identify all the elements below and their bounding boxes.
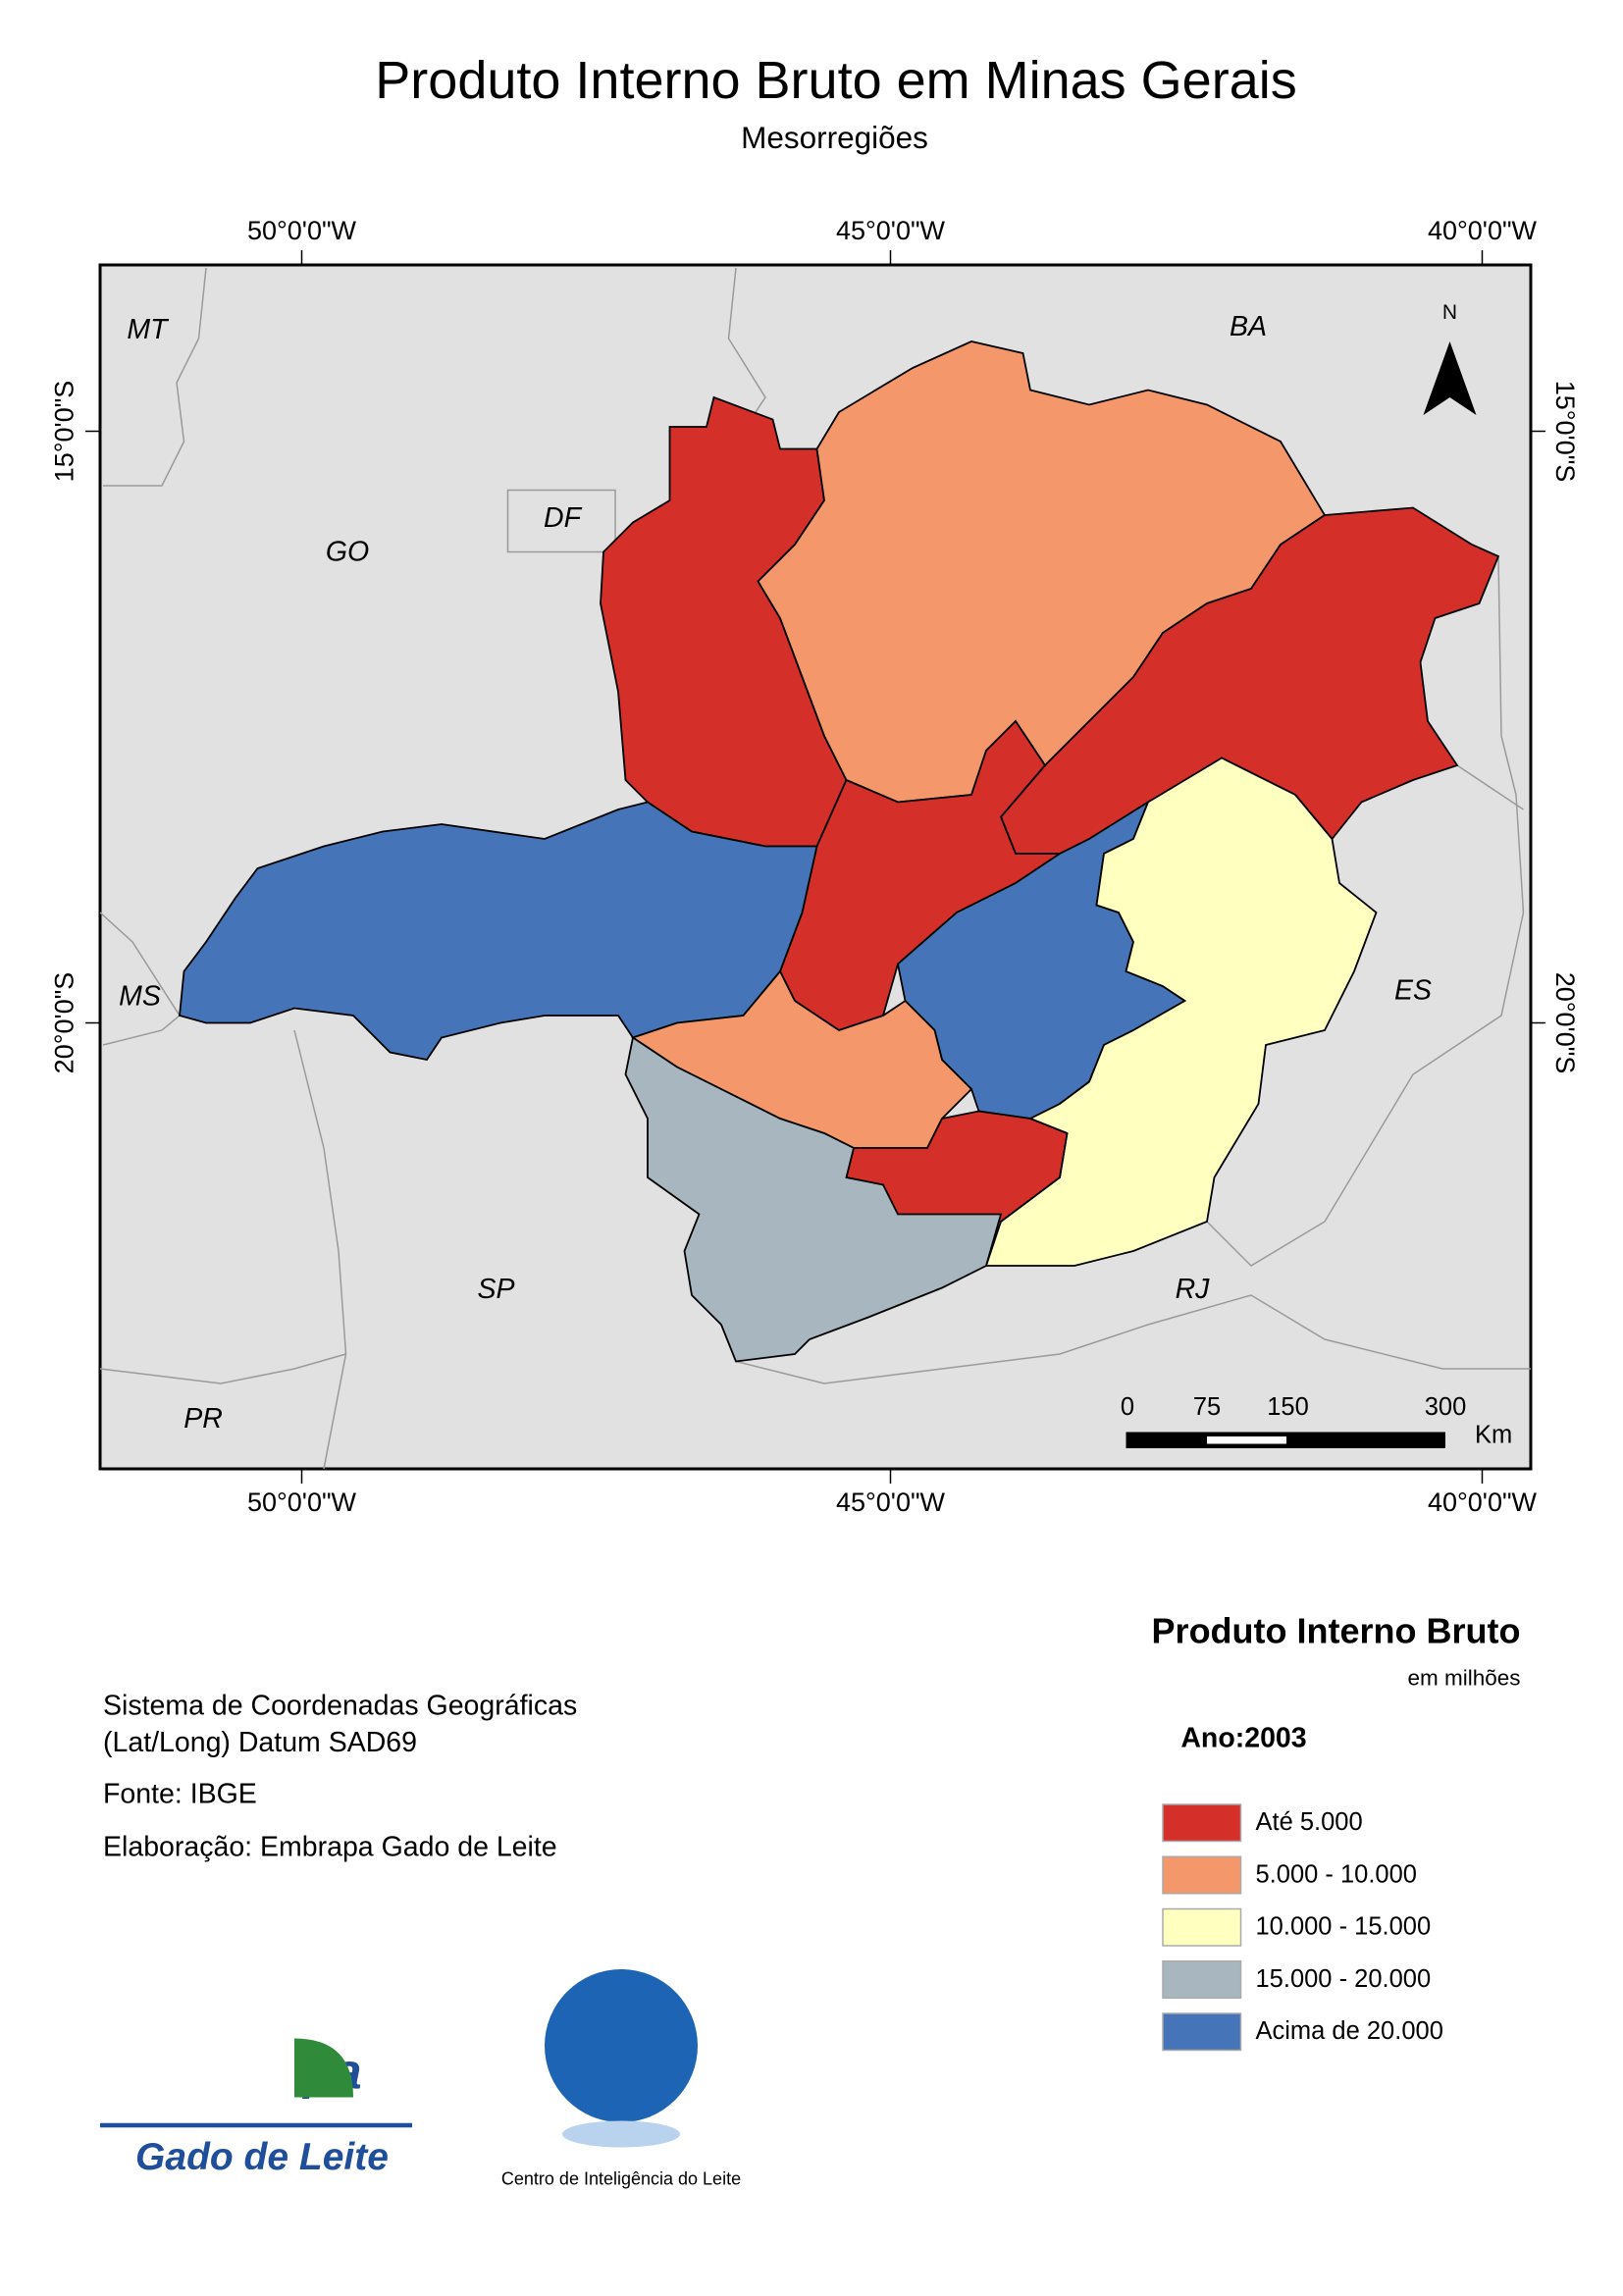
right-coordinate: 15°0'0"S [1550, 381, 1580, 483]
scale-unit: Km [1475, 1422, 1512, 1449]
legend-swatch [1162, 1907, 1242, 1947]
labels: Produto Interno Bruto em Minas Gerais Mes… [50, 51, 1580, 2188]
bottom-coordinate: 50°0'0"W [247, 1487, 357, 1517]
state-label: ES [1394, 975, 1432, 1007]
top-coordinate: 45°0'0"W [836, 216, 946, 245]
left-coordinate: 15°0'0"S [50, 381, 79, 483]
title: Produto Interno Bruto em Minas Gerais [375, 51, 1296, 110]
legend-year: Ano:2003 [1180, 1723, 1306, 1754]
legend-label: 5.000 - 10.000 [1256, 1860, 1417, 1888]
cileite-shadow [562, 2120, 680, 2148]
legend-swatch [1162, 1803, 1242, 1843]
state-label: MT [127, 314, 170, 345]
legend-swatch [1162, 1960, 1242, 1999]
note: Fonte: IBGE [103, 1779, 257, 1810]
region [179, 801, 818, 1062]
state-label: MS [119, 981, 161, 1013]
state-label: RJ [1176, 1274, 1211, 1305]
left-coordinate: 20°0'0"S [50, 972, 79, 1074]
state-label: PR [183, 1403, 223, 1435]
cileite-circle [545, 1969, 698, 2122]
legend-subtitle: em milhões [1407, 1665, 1520, 1690]
legend-label: 15.000 - 20.000 [1256, 1965, 1432, 1993]
bottom-coordinate: 45°0'0"W [836, 1487, 946, 1517]
region [624, 1036, 1003, 1363]
state-boundaries [99, 267, 1531, 1470]
scale-label: 75 [1193, 1393, 1221, 1421]
cileite-subtitle: Centro de Inteligência do Leite [501, 2168, 741, 2188]
state-label: GO [326, 537, 369, 568]
content: Produto Interno Bruto em Minas Gerais Mes… [50, 51, 1580, 2188]
state-label: DF [544, 502, 583, 534]
subtitle: Mesorregiões [741, 120, 928, 155]
scale-label: 150 [1267, 1393, 1309, 1421]
scale-label: 0 [1121, 1393, 1134, 1421]
embrapa-leaf [294, 2038, 353, 2098]
state-label: SP [477, 1274, 514, 1305]
legend-swatch [1162, 2012, 1242, 2052]
legend-label: Acima de 20.000 [1256, 2017, 1443, 2045]
top-coordinate: 50°0'0"W [247, 216, 357, 245]
embrapa-subtitle: Gado de Leite [135, 2136, 389, 2178]
bottom-coordinate: 40°0'0"W [1428, 1487, 1538, 1517]
state-label: BA [1230, 311, 1267, 342]
top-coordinate: 40°0'0"W [1428, 216, 1538, 245]
north-label: N [1442, 301, 1457, 324]
legend-title: Produto Interno Bruto [1152, 1611, 1521, 1651]
right-coordinate: 20°0'0"S [1550, 972, 1580, 1074]
regions [179, 340, 1500, 1363]
note: (Lat/Long) Datum SAD69 [103, 1727, 417, 1758]
north-arrow [1423, 341, 1477, 415]
note: Sistema de Coordenadas Geográficas [103, 1691, 577, 1722]
legend-label: 10.000 - 15.000 [1256, 1913, 1432, 1941]
legend-swatch [1162, 1855, 1242, 1895]
scale-bar-segment [1207, 1436, 1286, 1444]
scale-label: 300 [1425, 1393, 1467, 1421]
note: Elaboração: Embrapa Gado de Leite [103, 1832, 557, 1863]
legend-label: Até 5.000 [1256, 1808, 1363, 1836]
